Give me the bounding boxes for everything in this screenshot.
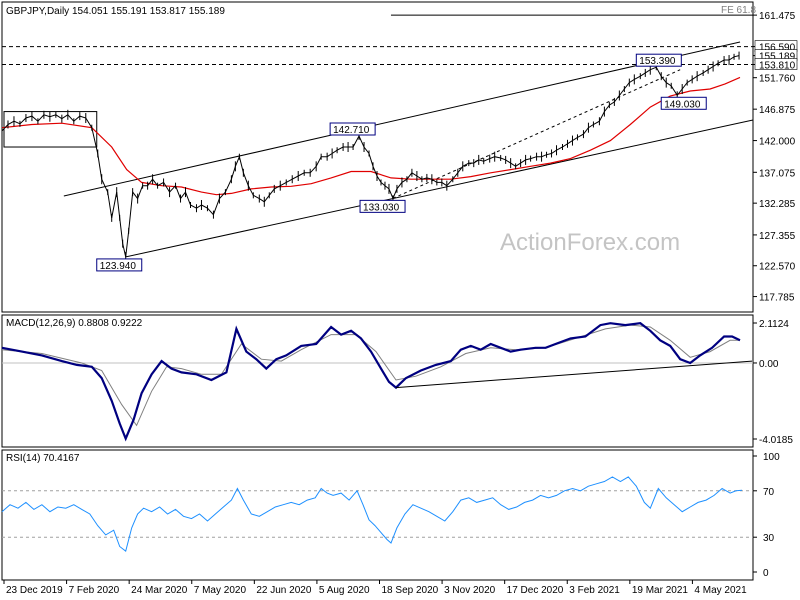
swing-point-label: 133.030 <box>363 202 400 213</box>
price-y-tick-label: 122.570 <box>759 262 796 273</box>
rsi-y-tick-label: 30 <box>763 533 775 544</box>
rsi-y-tick-label: 70 <box>763 487 775 498</box>
price-y-tick-label: 151.760 <box>759 74 796 85</box>
swing-point-label-box <box>96 258 143 272</box>
price-panel-header: GBPJPY,Daily 154.051 155.191 153.817 155… <box>6 6 225 17</box>
x-tick-label: 19 Mar 2021 <box>632 585 689 596</box>
x-tick-label: 23 Dec 2019 <box>6 585 63 596</box>
macd-panel-frame <box>1 314 754 448</box>
x-tick-label: 17 Dec 2020 <box>507 585 564 596</box>
price-y-tick-label: 155.189 <box>759 52 796 63</box>
moving-average-line <box>1 76 741 196</box>
x-tick-label: 7 Feb 2020 <box>69 585 120 596</box>
rsi-y-tick-label: 100 <box>763 452 780 463</box>
macd-main-line <box>1 322 741 442</box>
price-y-tick-label: 132.285 <box>759 199 796 210</box>
x-tick-label: 7 May 2020 <box>194 585 247 596</box>
rsi-y-tick-label: 0 <box>763 568 769 579</box>
projection-line <box>392 69 681 199</box>
x-tick-label: 3 Feb 2021 <box>569 585 620 596</box>
x-tick-label: 4 May 2021 <box>694 585 747 596</box>
swing-point-label: 149.030 <box>664 99 701 110</box>
macd-trend-line <box>395 360 753 389</box>
price-y-tick-label: 137.075 <box>759 168 796 179</box>
watermark: ActionForex.com <box>500 229 680 256</box>
price-y-tick-label: 146.875 <box>759 105 796 116</box>
x-tick-label: 22 Jun 2020 <box>256 585 311 596</box>
macd-y-tick-label: -4.0185 <box>759 435 793 446</box>
macd-panel-header: MACD(12,26,9) 0.8808 0.9222 <box>6 318 143 329</box>
swing-point-label-box <box>660 96 707 110</box>
price-y-tick-label: 156.590 <box>759 43 796 54</box>
swing-point-label: 153.390 <box>639 56 676 67</box>
price-y-tick-label: 127.355 <box>759 231 796 242</box>
x-axis: 23 Dec 2019 7 Feb 2020 24 Mar 2020 7 May 20… <box>3 580 747 596</box>
x-tick-label: 18 Sep 2020 <box>382 585 439 596</box>
rsi-panel-frame <box>1 449 754 581</box>
rsi-plot: 100 70 30 0 <box>1 452 780 579</box>
swing-point-label-box <box>329 122 376 136</box>
macd-y-tick-label: 2.1124 <box>759 319 789 330</box>
rsi-panel-header: RSI(14) 70.4167 <box>6 453 80 464</box>
price-y-tick-label: 161.475 <box>759 11 796 22</box>
channel-line <box>125 119 754 258</box>
macd-signal-line <box>1 324 740 427</box>
price-y-tick-label: 117.785 <box>759 293 795 304</box>
swing-point-label-box <box>359 199 406 213</box>
x-tick-label: 24 Mar 2020 <box>131 585 188 596</box>
price-panel-frame <box>1 1 754 313</box>
swing-point-label: 123.940 <box>100 261 137 272</box>
macd-y-tick-label: 0.00 <box>759 359 779 370</box>
swing-point-label: 142.710 <box>333 125 370 136</box>
swing-point-label-box <box>635 53 682 67</box>
channel-line <box>63 41 741 197</box>
x-tick-label: 5 Aug 2020 <box>319 585 370 596</box>
price-y-tick-label: 142.000 <box>759 137 796 148</box>
price-line <box>1 55 740 258</box>
rsi-line <box>1 476 743 552</box>
price-y-tick-label: 153.810 <box>759 60 796 71</box>
macd-plot: 2.1124 0.00 -4.0185 <box>1 319 793 446</box>
fibonacci-label: FE 61.8 <box>721 5 756 16</box>
price-level-tag <box>754 58 798 70</box>
x-tick-label: 3 Nov 2020 <box>444 585 496 596</box>
